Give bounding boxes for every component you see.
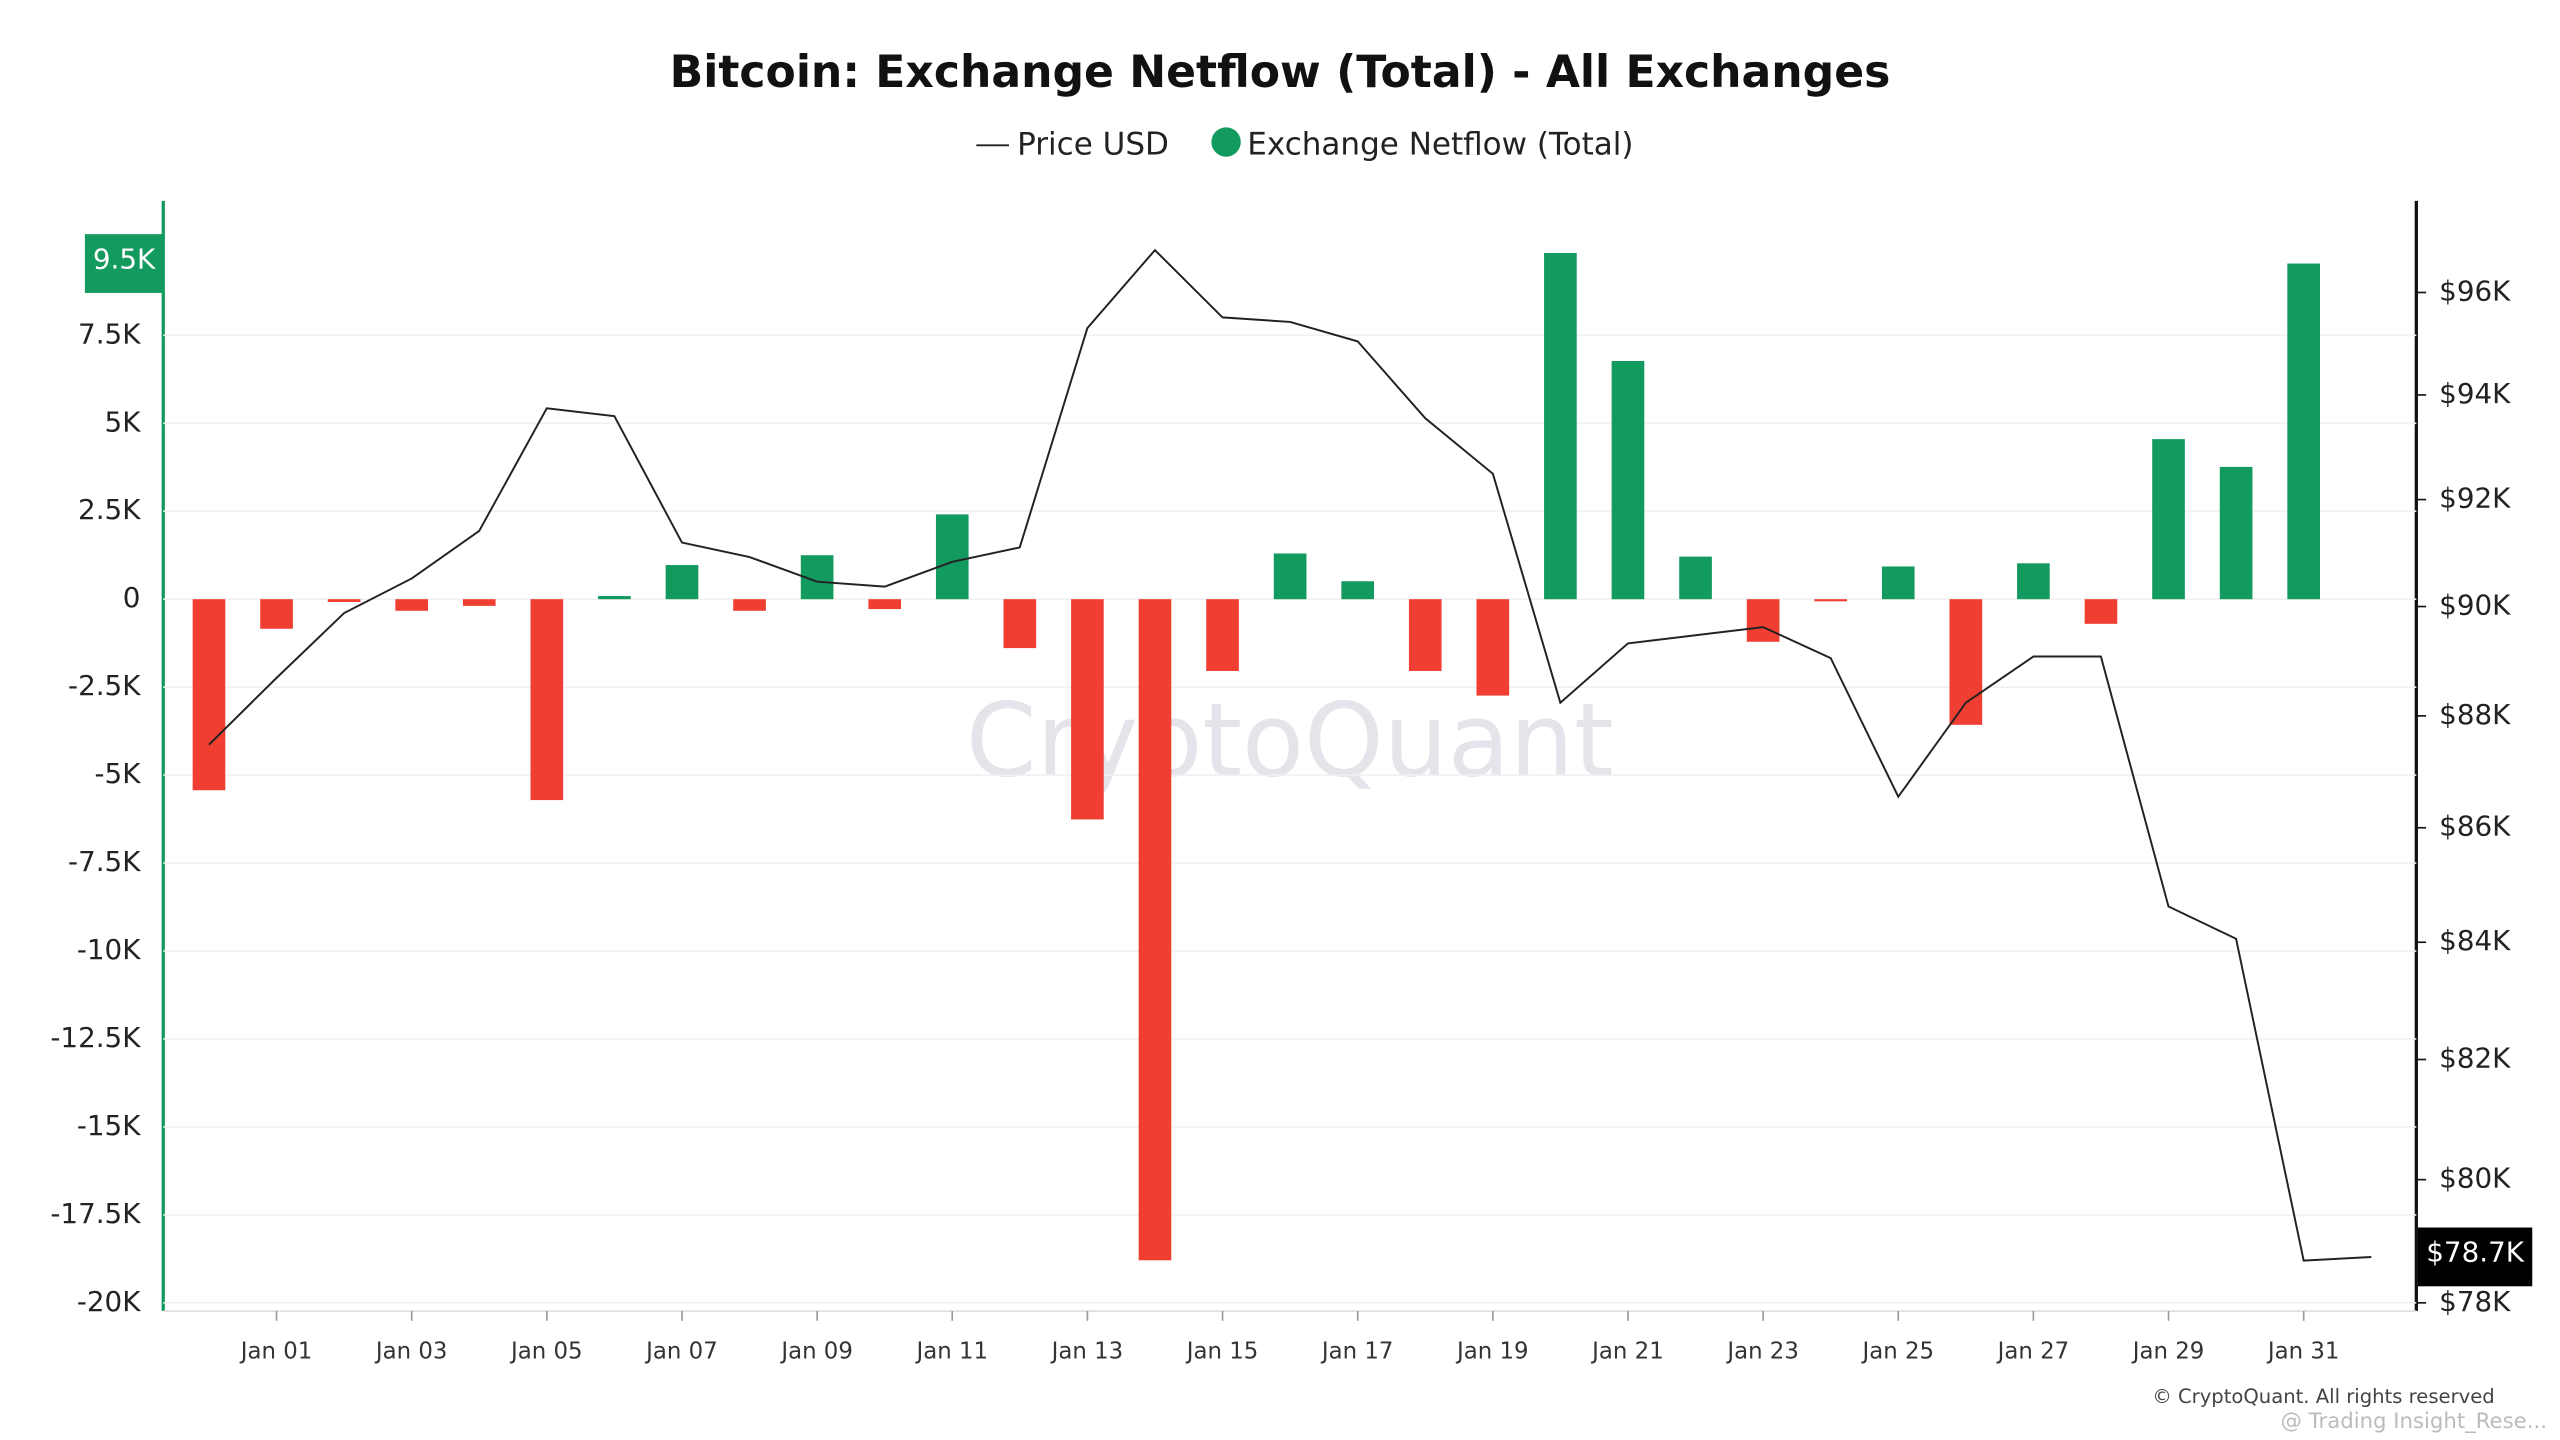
y2-tick-label: $78K — [2439, 1285, 2511, 1318]
bar — [530, 599, 564, 801]
price-line — [208, 248, 2372, 1262]
x-tick-label: Jan 09 — [779, 1338, 853, 1364]
y-tick-label: -12.5K — [50, 1021, 141, 1054]
y2-tick-label: $90K — [2439, 589, 2511, 622]
x-tick-label: Jan 11 — [914, 1338, 988, 1364]
bar — [1341, 581, 1375, 600]
bar — [1679, 556, 1712, 600]
bar — [462, 599, 496, 606]
x-tick-label: Jan 27 — [1996, 1338, 2070, 1364]
x-tick-label: Jan 05 — [509, 1338, 583, 1364]
y2-tick-label: $82K — [2439, 1042, 2511, 1075]
y-tick-label: -5K — [95, 757, 142, 790]
x-tick-label: Jan 15 — [1185, 1338, 1259, 1364]
value-tag: $78.7K — [2426, 1236, 2524, 1269]
bar — [260, 599, 293, 629]
value-tag-bg — [2417, 1227, 2533, 1287]
bar — [1206, 599, 1239, 671]
x-tick-label: Jan 23 — [1725, 1338, 1799, 1364]
x-tick-label: Jan 25 — [1860, 1338, 1934, 1364]
y2-tick-label: $80K — [2439, 1162, 2511, 1195]
y-tick-label: -10K — [77, 933, 141, 966]
x-tick-label: Jan 19 — [1455, 1338, 1529, 1364]
x-tick-label: Jan 29 — [2131, 1338, 2205, 1364]
bar — [935, 514, 969, 600]
bar — [192, 599, 226, 791]
y-tick-label: 5K — [105, 405, 142, 438]
y2-tick-label: $92K — [2439, 482, 2511, 515]
bar — [1408, 599, 1442, 671]
x-tick-label: Jan 13 — [1050, 1338, 1124, 1364]
bar — [2152, 439, 2185, 600]
bar — [2017, 563, 2050, 600]
y-tick-label: -17.5K — [50, 1197, 141, 1230]
y-tick-label: 2.5K — [78, 493, 141, 526]
bar — [1273, 553, 1307, 600]
y2-tick-label: $94K — [2439, 377, 2511, 410]
x-tick-label: Jan 01 — [239, 1338, 313, 1364]
bar — [598, 596, 631, 600]
x-tick-label: Jan 17 — [1320, 1338, 1394, 1364]
bar — [2084, 599, 2118, 624]
watermark: CryptoQuant — [966, 682, 1614, 800]
x-tick-label: Jan 07 — [644, 1338, 718, 1364]
y-tick-label: -2.5K — [68, 669, 141, 702]
credit: @ Trading Insight_Rese... — [2281, 1409, 2547, 1434]
bar — [1003, 599, 1037, 649]
y2-tick-label: $88K — [2439, 698, 2511, 731]
value-tag-bg — [84, 234, 164, 293]
chart-title: Bitcoin: Exchange Netflow (Total) - All … — [670, 47, 1891, 98]
y2-tick-label: $96K — [2439, 274, 2511, 307]
x-tick-label: Jan 03 — [374, 1338, 448, 1364]
bar — [1814, 599, 1848, 602]
legend-label: Price USD — [1017, 126, 1169, 162]
value-tag: 9.5K — [93, 242, 156, 275]
bar — [1949, 599, 1983, 725]
y-tick-label: 7.5K — [78, 317, 141, 350]
bar — [1071, 599, 1104, 820]
y-tick-label: -20K — [77, 1285, 141, 1318]
y-tick-label: -7.5K — [68, 845, 141, 878]
bar — [1611, 360, 1645, 600]
x-tick-label: Jan 31 — [2266, 1338, 2340, 1364]
x-tick-label: Jan 21 — [1590, 1338, 1664, 1364]
bar — [1476, 599, 1510, 696]
legend-label: Exchange Netflow (Total) — [1247, 126, 1633, 162]
y-tick-label: -15K — [77, 1109, 141, 1142]
y2-tick-label: $84K — [2439, 924, 2511, 957]
bar — [1746, 599, 1780, 642]
y-tick-label: 0 — [123, 581, 141, 614]
bar — [395, 599, 429, 611]
bar — [1544, 252, 1577, 600]
bar — [1881, 566, 1915, 600]
bar — [1138, 599, 1172, 1261]
bar — [2287, 263, 2320, 600]
bar — [665, 565, 699, 600]
legend-swatch — [1211, 127, 1241, 157]
y2-tick-label: $86K — [2439, 810, 2511, 843]
bar — [2219, 466, 2253, 600]
copyright: © CryptoQuant. All rights reserved — [2152, 1385, 2494, 1408]
bar — [868, 599, 902, 610]
bar — [733, 599, 766, 611]
bar — [327, 599, 361, 603]
